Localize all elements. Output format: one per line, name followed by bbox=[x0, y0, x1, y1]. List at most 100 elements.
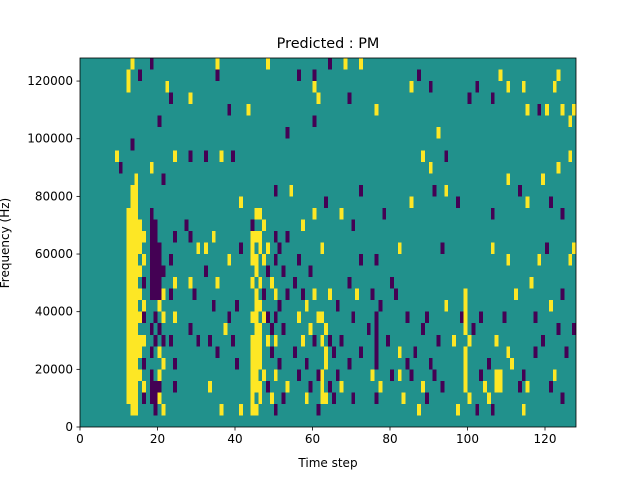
heatmap-cell bbox=[254, 254, 259, 266]
x-axis-label: Time step bbox=[297, 456, 357, 470]
heatmap-cell bbox=[312, 69, 317, 82]
heatmap-cell bbox=[126, 254, 131, 266]
heatmap-cell bbox=[421, 323, 425, 335]
heatmap-cell bbox=[266, 58, 270, 70]
heatmap-cell bbox=[413, 346, 418, 358]
heatmap-cell bbox=[397, 346, 402, 358]
heatmap-cell bbox=[324, 323, 329, 335]
heatmap-cell bbox=[277, 300, 282, 312]
heatmap-cell bbox=[254, 265, 259, 278]
heatmap-cell bbox=[219, 403, 224, 416]
heatmap-cell bbox=[250, 357, 255, 370]
heatmap-cell bbox=[382, 207, 387, 220]
heatmap-cell bbox=[537, 104, 542, 116]
heatmap-cell bbox=[409, 81, 414, 93]
heatmap-cell bbox=[258, 346, 263, 358]
heatmap-cell bbox=[300, 288, 305, 301]
heatmap-cell bbox=[258, 300, 263, 312]
heatmap-cell bbox=[463, 311, 468, 324]
heatmap-cell bbox=[517, 380, 522, 393]
heatmap-cell bbox=[390, 277, 394, 289]
heatmap-cell bbox=[304, 300, 309, 312]
heatmap-cell bbox=[204, 242, 208, 255]
heatmap-cell bbox=[475, 81, 480, 93]
heatmap-cell bbox=[316, 403, 321, 416]
heatmap-cell bbox=[126, 288, 131, 301]
heatmap-cell bbox=[266, 242, 270, 255]
heatmap-cell bbox=[157, 288, 162, 301]
heatmap-cell bbox=[250, 242, 255, 255]
heatmap-cell bbox=[421, 380, 425, 393]
heatmap-cell bbox=[250, 230, 255, 243]
heatmap-cell bbox=[390, 369, 394, 381]
heatmap-cell bbox=[161, 403, 166, 416]
heatmap-cell bbox=[134, 173, 139, 185]
heatmap-cell bbox=[250, 277, 255, 289]
heatmap-cell bbox=[149, 207, 154, 220]
heatmap-cell bbox=[436, 127, 441, 139]
heatmap-cell bbox=[328, 334, 332, 347]
heatmap-cell bbox=[126, 311, 131, 324]
heatmap-cell bbox=[149, 230, 154, 243]
heatmap-cell bbox=[269, 277, 274, 289]
heatmap-cell bbox=[130, 311, 135, 324]
heatmap-cell bbox=[293, 277, 298, 289]
heatmap-cell bbox=[297, 69, 301, 82]
heatmap-cell bbox=[347, 357, 352, 370]
heatmap-cell bbox=[359, 184, 363, 197]
heatmap-cell bbox=[417, 69, 422, 82]
heatmap-cell bbox=[331, 392, 336, 404]
heatmap-cell bbox=[138, 265, 143, 278]
heatmap-cell bbox=[440, 380, 445, 393]
heatmap-cell bbox=[207, 380, 212, 393]
heatmap-cell bbox=[188, 150, 193, 162]
heatmap-cell bbox=[258, 392, 263, 404]
heatmap-cell bbox=[545, 104, 549, 116]
x-tick-label: 60 bbox=[305, 432, 320, 446]
heatmap-cell bbox=[254, 346, 259, 358]
heatmap-cell bbox=[254, 369, 259, 381]
heatmap-cell bbox=[196, 334, 201, 347]
heatmap-cell bbox=[238, 242, 243, 255]
heatmap-cell bbox=[324, 392, 329, 404]
heatmap-cell bbox=[126, 207, 131, 220]
heatmap-cell bbox=[254, 207, 259, 220]
heatmap-cell bbox=[153, 311, 158, 324]
heatmap-cell bbox=[424, 392, 429, 404]
heatmap-cell bbox=[153, 242, 158, 255]
heatmap-cell bbox=[370, 288, 375, 301]
heatmap-cell bbox=[463, 380, 468, 393]
heatmap-cell bbox=[552, 81, 557, 93]
heatmap-cell bbox=[142, 334, 146, 347]
heatmap-cell bbox=[498, 369, 503, 381]
x-tick-label: 40 bbox=[227, 432, 242, 446]
heatmap-cell bbox=[343, 58, 348, 70]
heatmap-cell bbox=[560, 288, 565, 301]
heatmap-cell bbox=[374, 392, 379, 404]
heatmap-cell bbox=[502, 311, 507, 324]
heatmap-cell bbox=[277, 357, 282, 370]
heatmap-cell bbox=[130, 300, 135, 312]
heatmap-cell bbox=[525, 104, 530, 116]
heatmap-cell bbox=[134, 288, 139, 301]
heatmap-cell bbox=[312, 334, 317, 347]
heatmap-cell bbox=[126, 380, 131, 393]
y-tick-label: 20000 bbox=[35, 362, 73, 376]
heatmap-cell bbox=[157, 254, 162, 266]
heatmap-cell bbox=[134, 357, 139, 370]
heatmap-cell bbox=[556, 69, 561, 82]
heatmap-cell bbox=[281, 392, 286, 404]
heatmap-cell bbox=[440, 242, 445, 255]
heatmap-cell bbox=[572, 242, 577, 255]
heatmap-cell bbox=[138, 311, 143, 324]
heatmap-cell bbox=[266, 311, 270, 324]
heatmap-cell bbox=[316, 311, 321, 324]
y-tick-label: 0 bbox=[65, 420, 73, 434]
heatmap-cell bbox=[169, 92, 174, 105]
heatmap-cell bbox=[359, 346, 363, 358]
heatmap-cell bbox=[490, 242, 495, 255]
heatmap-cell bbox=[157, 300, 162, 312]
heatmap-cell bbox=[126, 334, 131, 347]
heatmap-cell bbox=[250, 334, 255, 347]
heatmap-cell bbox=[142, 300, 146, 312]
